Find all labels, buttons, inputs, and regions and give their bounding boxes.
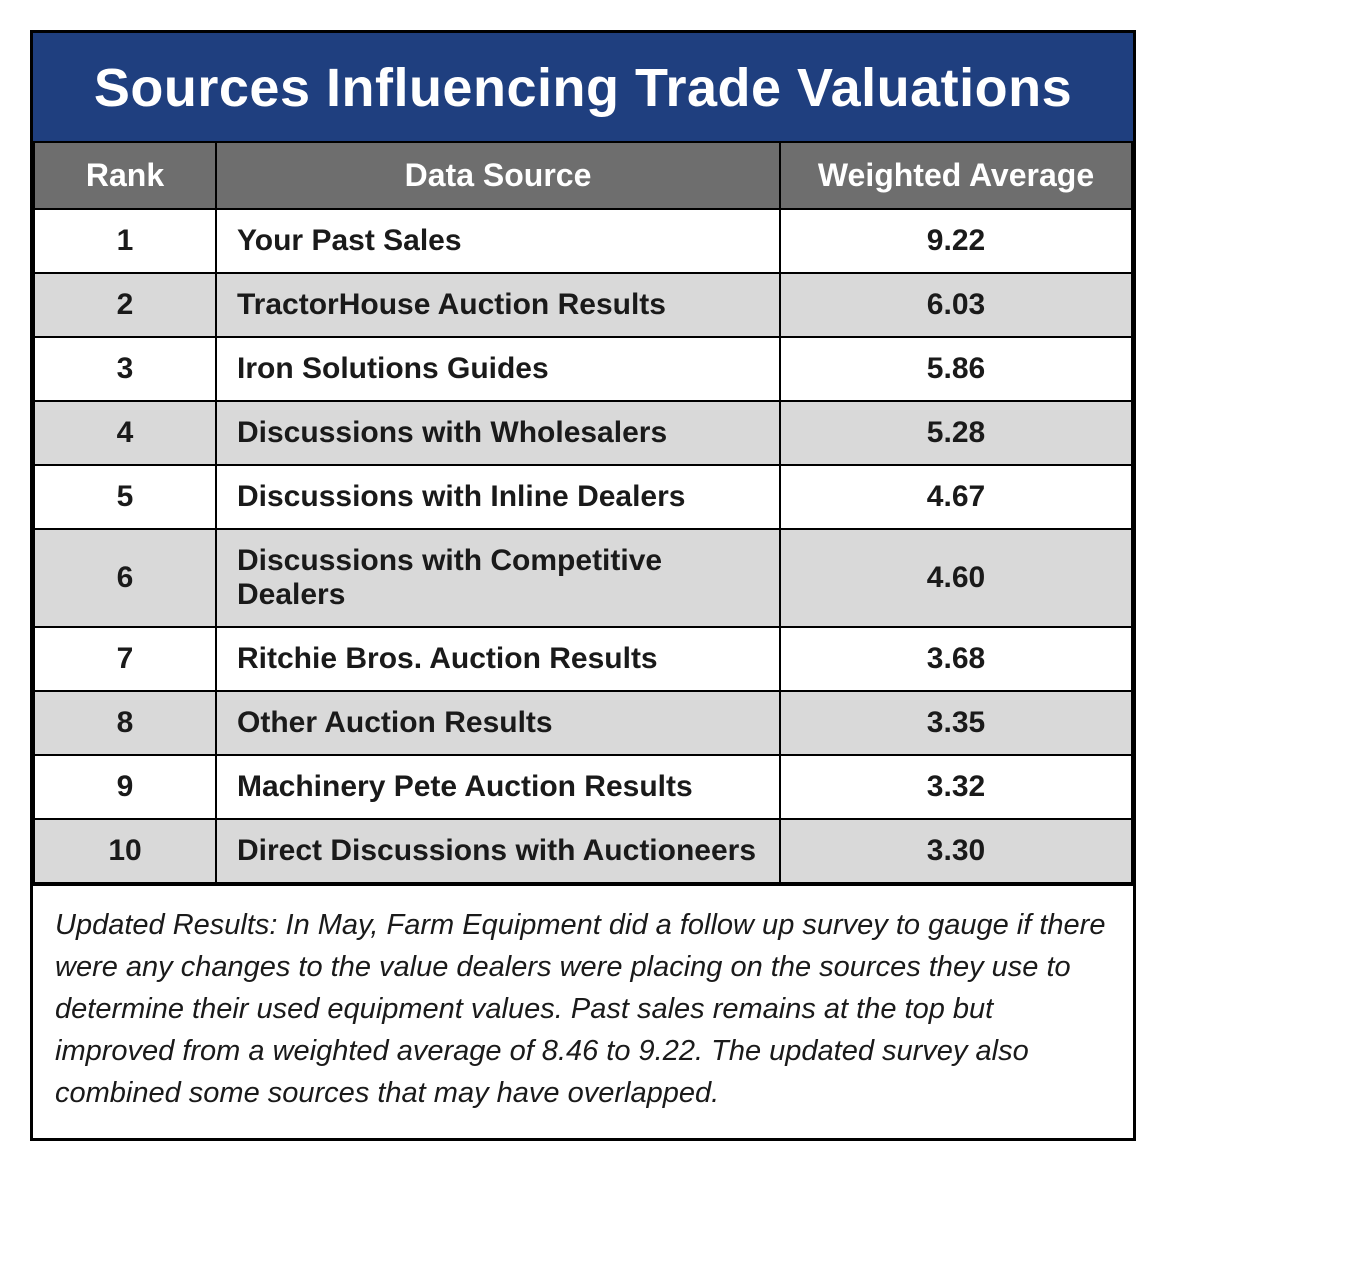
table-row: 1 Your Past Sales 9.22 xyxy=(34,209,1132,273)
col-rank: Rank xyxy=(34,142,216,209)
table-row: 9 Machinery Pete Auction Results 3.32 xyxy=(34,755,1132,819)
cell-rank: 10 xyxy=(34,819,216,883)
cell-rank: 8 xyxy=(34,691,216,755)
cell-source: TractorHouse Auction Results xyxy=(216,273,780,337)
cell-source: Ritchie Bros. Auction Results xyxy=(216,627,780,691)
header-row: Rank Data Source Weighted Average xyxy=(34,142,1132,209)
cell-rank: 3 xyxy=(34,337,216,401)
cell-rank: 5 xyxy=(34,465,216,529)
cell-rank: 6 xyxy=(34,529,216,627)
cell-source: Your Past Sales xyxy=(216,209,780,273)
table-row: 7 Ritchie Bros. Auction Results 3.68 xyxy=(34,627,1132,691)
cell-avg: 3.30 xyxy=(780,819,1132,883)
cell-avg: 5.28 xyxy=(780,401,1132,465)
table-row: 2 TractorHouse Auction Results 6.03 xyxy=(34,273,1132,337)
table-row: 4 Discussions with Wholesalers 5.28 xyxy=(34,401,1132,465)
cell-rank: 9 xyxy=(34,755,216,819)
cell-source: Iron Solutions Guides xyxy=(216,337,780,401)
col-avg: Weighted Average xyxy=(780,142,1132,209)
cell-source: Machinery Pete Auction Results xyxy=(216,755,780,819)
cell-rank: 4 xyxy=(34,401,216,465)
cell-rank: 2 xyxy=(34,273,216,337)
cell-avg: 3.68 xyxy=(780,627,1132,691)
table-row: 8 Other Auction Results 3.35 xyxy=(34,691,1132,755)
cell-rank: 1 xyxy=(34,209,216,273)
table-row: 10 Direct Discussions with Auctioneers 3… xyxy=(34,819,1132,883)
table-row: 3 Iron Solutions Guides 5.86 xyxy=(34,337,1132,401)
cell-source: Other Auction Results xyxy=(216,691,780,755)
table-row: 5 Discussions with Inline Dealers 4.67 xyxy=(34,465,1132,529)
data-table: Rank Data Source Weighted Average 1 Your… xyxy=(33,141,1133,884)
cell-avg: 4.67 xyxy=(780,465,1132,529)
col-source: Data Source xyxy=(216,142,780,209)
cell-avg: 9.22 xyxy=(780,209,1132,273)
valuation-sources-table: Sources Influencing Trade Valuations Ran… xyxy=(30,30,1136,1141)
cell-rank: 7 xyxy=(34,627,216,691)
table-row: 6 Discussions with Competitive Dealers 4… xyxy=(34,529,1132,627)
cell-avg: 3.32 xyxy=(780,755,1132,819)
cell-source: Discussions with Wholesalers xyxy=(216,401,780,465)
table-footnote: Updated Results: In May, Farm Equipment … xyxy=(33,884,1133,1138)
cell-source: Direct Discussions with Auctioneers xyxy=(216,819,780,883)
cell-source: Discussions with Competitive Dealers xyxy=(216,529,780,627)
cell-avg: 3.35 xyxy=(780,691,1132,755)
cell-source: Discussions with Inline Dealers xyxy=(216,465,780,529)
cell-avg: 5.86 xyxy=(780,337,1132,401)
cell-avg: 4.60 xyxy=(780,529,1132,627)
table-title: Sources Influencing Trade Valuations xyxy=(33,33,1133,141)
cell-avg: 6.03 xyxy=(780,273,1132,337)
